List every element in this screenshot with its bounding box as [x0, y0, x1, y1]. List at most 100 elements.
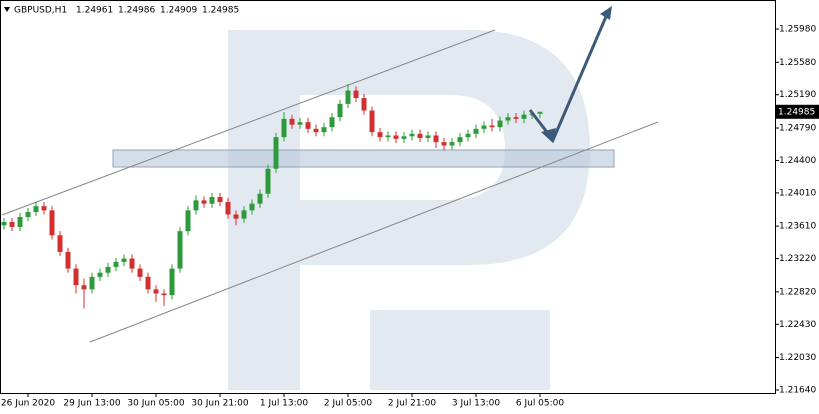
- candle-body: [113, 261, 119, 267]
- candle-body: [225, 202, 231, 215]
- y-tick-label: 1.21640: [779, 386, 816, 396]
- x-tick-label: 1 Jul 13:00: [260, 399, 309, 409]
- candle-body: [241, 210, 247, 219]
- symbol: GBPUSD,H1: [14, 6, 67, 16]
- candle-body: [489, 125, 495, 128]
- candle-body: [329, 117, 335, 128]
- candle-body: [425, 135, 431, 138]
- candle-body: [433, 135, 439, 143]
- candle-body: [497, 120, 503, 128]
- x-tick-label: 2 Jul 05:00: [324, 399, 373, 409]
- candle-body: [73, 268, 79, 286]
- arrow-head: [541, 128, 556, 143]
- ohlc-open: 1.24961: [76, 6, 113, 16]
- candle-body: [17, 217, 23, 227]
- candle-body: [393, 135, 399, 139]
- candle-body: [193, 200, 199, 211]
- candle-body: [137, 268, 143, 277]
- candle-body: [97, 272, 103, 277]
- candle-body: [25, 212, 31, 218]
- x-tick-label: 30 Jun 21:00: [191, 399, 248, 409]
- candle-body: [337, 103, 343, 118]
- candle-body: [513, 117, 519, 119]
- x-tick-label: 26 Jun 2020: [1, 399, 55, 409]
- candle-body: [417, 133, 423, 138]
- candle-body: [185, 210, 191, 232]
- x-tick-label: 30 Jun 05:00: [127, 399, 184, 409]
- candle-body: [89, 276, 95, 290]
- ohlc-high: 1.24986: [118, 6, 155, 16]
- candle-body: [121, 258, 127, 262]
- candle-body: [217, 197, 223, 203]
- x-tick-label: 6 Jul 05:00: [516, 399, 565, 409]
- y-tick-label: 1.25580: [779, 58, 816, 68]
- candle-body: [1, 221, 7, 226]
- candle-body: [177, 231, 183, 269]
- candle-body: [153, 289, 159, 294]
- candle-body: [57, 235, 63, 252]
- ohlc-close: 1.24985: [202, 6, 239, 16]
- candle-body: [537, 111, 543, 114]
- candle-body: [273, 137, 279, 169]
- candle-body: [289, 118, 295, 125]
- candle-body: [305, 122, 311, 129]
- ohlc-low: 1.24909: [160, 6, 197, 16]
- y-tick-label: 1.23610: [779, 222, 816, 232]
- candle-body: [297, 122, 303, 125]
- channel-upper: [1, 29, 496, 216]
- candle-body: [81, 285, 87, 290]
- candle-body: [401, 136, 407, 139]
- x-tick-label: 3 Jul 13:00: [452, 399, 501, 409]
- candle-body: [457, 137, 463, 143]
- candle-body: [257, 193, 263, 204]
- price-tag-label: 1.24985: [778, 107, 815, 117]
- candle-body: [209, 197, 215, 204]
- candle-body: [353, 90, 359, 99]
- candle-body: [321, 127, 327, 133]
- channel-lower: [89, 121, 659, 343]
- candle-body: [377, 132, 383, 138]
- candle-body: [345, 90, 351, 104]
- candle-body: [313, 128, 319, 133]
- candle-body: [49, 210, 55, 236]
- candle-body: [145, 276, 151, 290]
- y-tick-label: 1.25980: [779, 25, 816, 35]
- candle-body: [33, 206, 39, 213]
- candle-body: [441, 142, 447, 146]
- y-tick-label: 1.24790: [779, 124, 816, 134]
- candle-body: [9, 221, 15, 227]
- candle-body: [65, 251, 71, 269]
- watermark: [228, 30, 590, 390]
- candle-body: [369, 110, 375, 133]
- candle-body: [521, 114, 527, 119]
- candle-body: [361, 98, 367, 111]
- candle-body: [473, 128, 479, 134]
- support-zone: [112, 149, 615, 168]
- y-tick-label: 1.22820: [779, 287, 816, 297]
- candle-body: [281, 118, 287, 138]
- candle-body: [249, 203, 255, 211]
- candle-body: [169, 268, 175, 296]
- price-tag: [775, 104, 819, 119]
- candle-body: [105, 266, 111, 273]
- candle-body: [505, 117, 511, 121]
- x-tick-label: 2 Jul 21:00: [388, 399, 437, 409]
- y-tick-label: 1.22430: [779, 320, 816, 330]
- plot-frame: [0, 0, 776, 394]
- menu-icon: [4, 7, 10, 12]
- candle-body: [201, 200, 207, 204]
- candle-body: [265, 168, 271, 194]
- candle-body: [385, 135, 391, 138]
- y-tick-label: 1.25190: [779, 90, 816, 100]
- y-tick-label: 1.24010: [779, 188, 816, 198]
- candle-body: [129, 258, 135, 269]
- y-tick-label: 1.22030: [779, 353, 816, 363]
- y-tick-label: 1.24400: [779, 156, 816, 166]
- candle-body: [481, 125, 487, 129]
- candle-body: [409, 133, 415, 137]
- y-tick-label: 1.23220: [779, 254, 816, 264]
- candles: [1, 83, 543, 309]
- candle-body: [41, 206, 47, 211]
- arrow-head: [600, 6, 612, 20]
